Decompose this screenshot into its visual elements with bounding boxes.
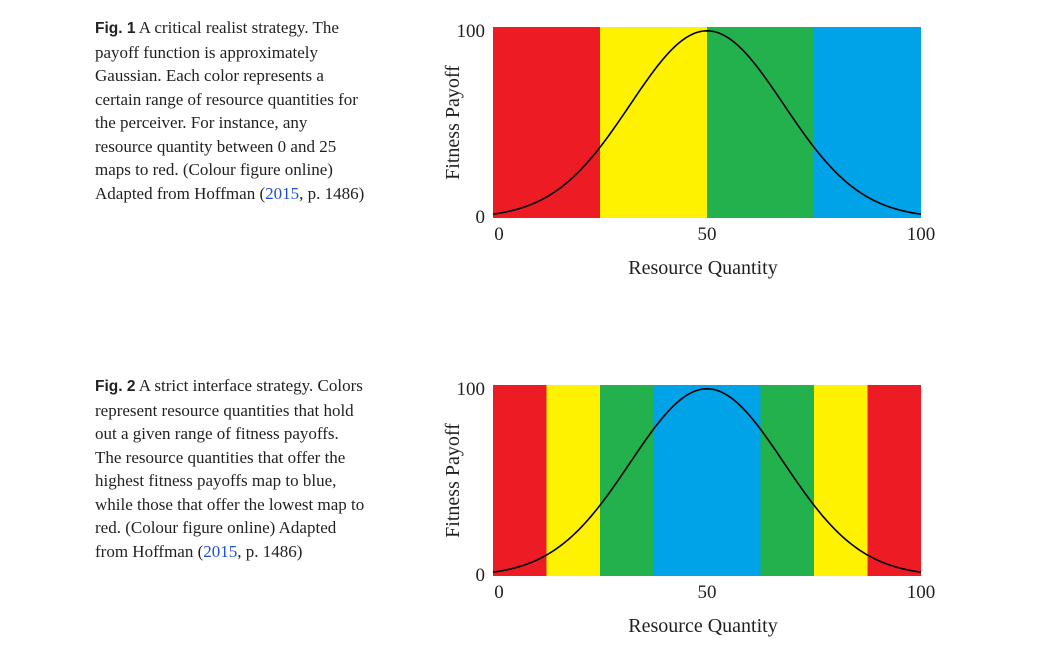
- band-blue-3: [814, 27, 921, 218]
- x-axis-label: Resource Quantity: [628, 257, 777, 279]
- x-tick-label: 0: [494, 224, 504, 245]
- band-green-4: [760, 385, 814, 576]
- figure-1-label: Fig. 1: [95, 20, 136, 37]
- y-tick-label: 0: [476, 565, 486, 586]
- x-tick-label: 50: [698, 224, 717, 245]
- figure-2-caption: Fig. 2 A strict interface strategy. Colo…: [95, 374, 365, 563]
- band-yellow-1: [546, 385, 600, 576]
- x-tick-label: 50: [698, 582, 717, 603]
- payoff-curve: [492, 388, 922, 573]
- figure-2-caption-text: A strict interface strategy. Colors repr…: [95, 376, 365, 561]
- band-red-0: [493, 27, 600, 218]
- x-tick-label: 0: [494, 582, 504, 603]
- y-tick-label: 100: [457, 21, 486, 42]
- band-red-0: [493, 385, 547, 576]
- x-axis-label: Resource Quantity: [628, 615, 777, 637]
- payoff-curve: [492, 30, 922, 215]
- band-yellow-5: [814, 385, 868, 576]
- band-red-6: [867, 385, 921, 576]
- figure-1-citation-link[interactable]: 2015: [265, 183, 300, 203]
- figure-1-caption: Fig. 1 A critical realist strategy. The …: [95, 16, 365, 205]
- y-tick-label: 100: [457, 379, 486, 400]
- figure-1-caption-end: , p. 1486): [299, 183, 365, 203]
- figure-2-caption-end: , p. 1486): [237, 541, 303, 561]
- y-axis-label: Fitness Payoff: [442, 423, 464, 538]
- figure-1-cite-open: (: [259, 183, 266, 203]
- figure-2-citation-link[interactable]: 2015: [203, 541, 238, 561]
- figure-2-label: Fig. 2: [95, 378, 136, 395]
- band-green-2: [707, 27, 814, 218]
- x-tick-label: 100: [907, 582, 936, 603]
- band-blue-3: [653, 385, 761, 576]
- band-yellow-1: [600, 27, 707, 218]
- figure-2-cite-open: (: [197, 541, 204, 561]
- x-tick-label: 100: [907, 224, 936, 245]
- band-green-2: [600, 385, 654, 576]
- figure-1-caption-text: A critical realist strategy. The payoff …: [95, 18, 358, 203]
- figure-2-chart: 100 00 50 100 Resource Quantity Fitness Payof…: [442, 379, 936, 637]
- figure-1-chart: 100 00 50 100 Resource Quantity Fitness Payof…: [442, 21, 936, 279]
- y-axis-label: Fitness Payoff: [442, 65, 464, 180]
- y-tick-label: 0: [476, 207, 486, 228]
